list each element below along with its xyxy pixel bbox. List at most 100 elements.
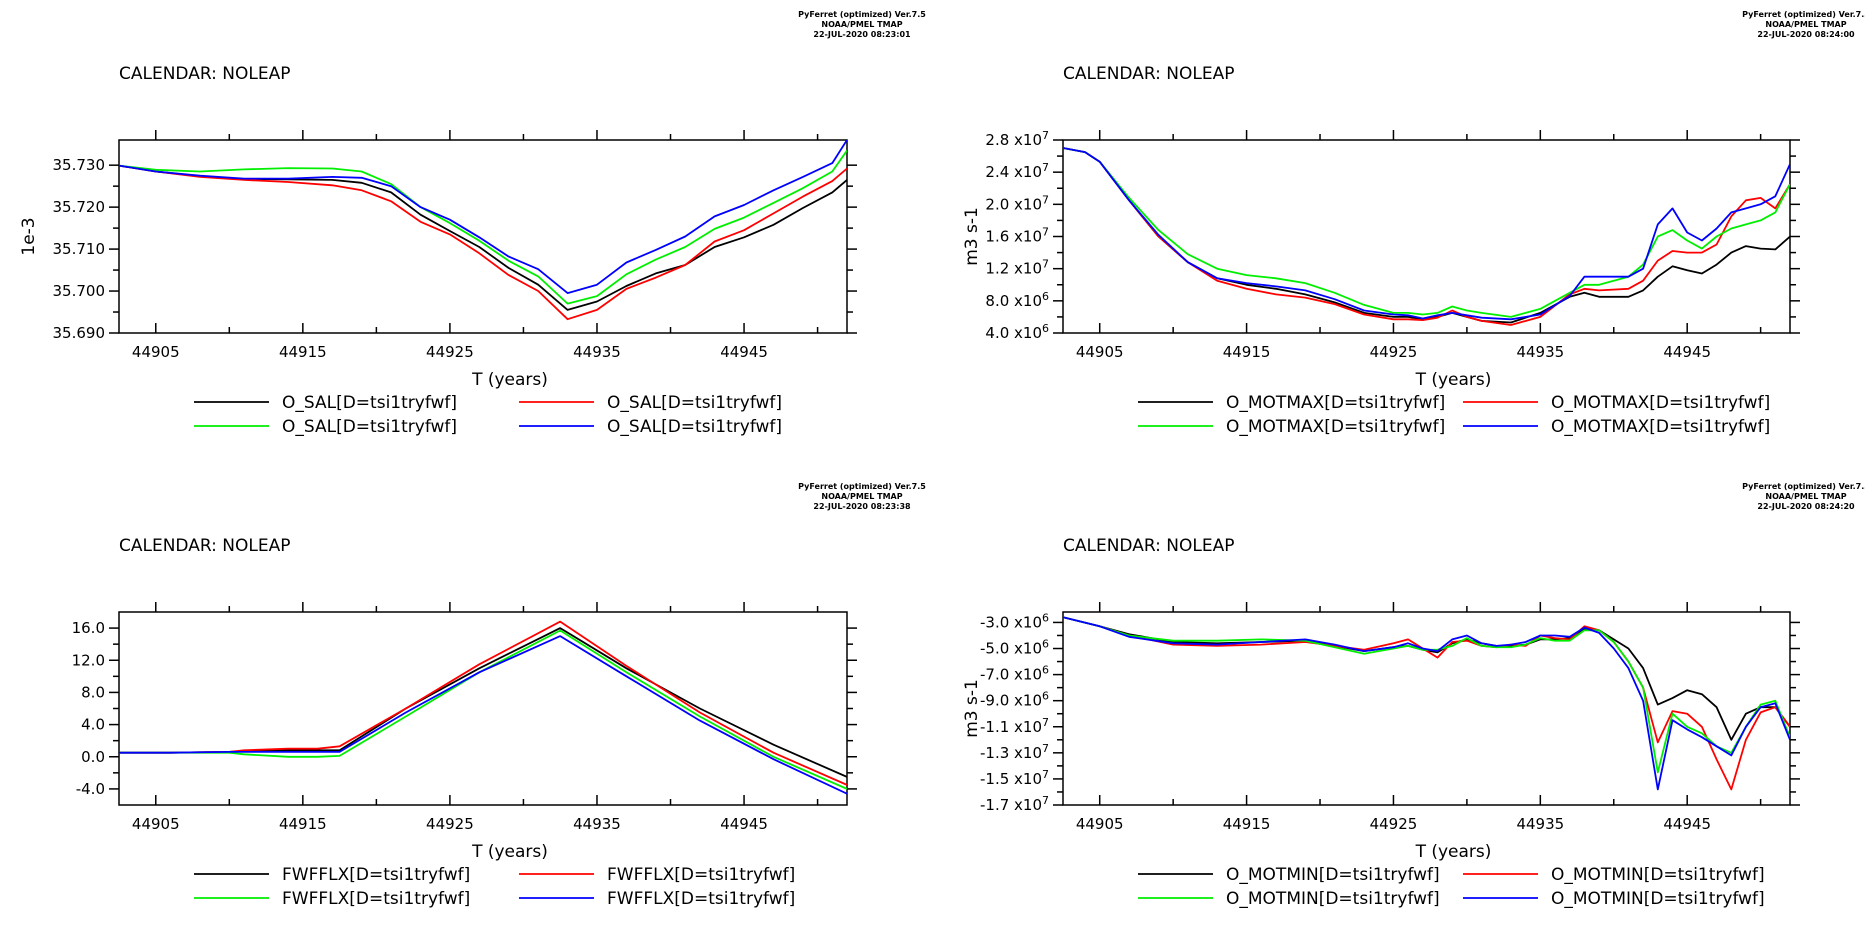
ferret-org-text: NOAA/PMEL TMAP — [821, 492, 902, 501]
y-tick-label: -7.0 x106 — [980, 664, 1049, 684]
series-line-4 — [119, 635, 847, 795]
y-tick-label: 35.690 — [53, 324, 106, 342]
x-tick-label: 44905 — [1076, 343, 1124, 361]
series-line-2 — [119, 620, 847, 786]
legend-label: FWFFLX[D=tsi1tryfwf] — [282, 889, 470, 909]
x-tick-label: 44925 — [1370, 815, 1418, 833]
x-tick-label: 44945 — [720, 343, 768, 361]
x-tick-label: 44915 — [1223, 343, 1271, 361]
x-axis-label: T (years) — [471, 370, 548, 390]
y-tick-label: -4.0 — [76, 780, 105, 798]
legend-label: O_MOTMAX[D=tsi1tryfwf] — [1551, 393, 1770, 413]
series-line-3 — [119, 629, 847, 790]
x-tick-label: 44915 — [279, 815, 327, 833]
calendar-label: CALENDAR: NOLEAP — [1063, 536, 1234, 556]
plot-frame — [118, 139, 848, 334]
legend-label: O_MOTMAX[D=tsi1tryfwf] — [1226, 393, 1445, 413]
x-tick-label: 44925 — [1370, 343, 1418, 361]
x-tick-label: 44915 — [279, 343, 327, 361]
calendar-label: CALENDAR: NOLEAP — [119, 536, 290, 556]
y-tick-label: 35.730 — [53, 156, 106, 174]
x-tick-label: 44945 — [1663, 815, 1711, 833]
y-tick-label: 2.8 x107 — [985, 129, 1049, 149]
y-axis-label: m3 s-1 — [962, 679, 982, 738]
legend-label: O_SAL[D=tsi1tryfwf] — [607, 417, 782, 437]
y-tick-label: -1.1 x107 — [980, 716, 1049, 736]
series-line-1 — [119, 164, 847, 311]
x-tick-label: 44945 — [1663, 343, 1711, 361]
series-line-4 — [1063, 147, 1790, 321]
x-axis-label: T (years) — [471, 842, 548, 862]
x-axis-label: T (years) — [1415, 370, 1492, 390]
x-tick-label: 44915 — [1223, 815, 1271, 833]
legend-label: O_MOTMIN[D=tsi1tryfwf] — [1226, 865, 1440, 885]
y-axis-label: 1e-3 — [19, 217, 39, 255]
x-tick-label: 44925 — [426, 343, 474, 361]
legend-label: O_MOTMIN[D=tsi1tryfwf] — [1551, 889, 1765, 909]
y-tick-label: -3.0 x106 — [980, 611, 1049, 631]
x-tick-label: 44945 — [720, 815, 768, 833]
y-tick-label: -5.0 x106 — [980, 638, 1049, 658]
y-tick-label: 2.4 x107 — [985, 161, 1049, 181]
y-tick-label: 35.710 — [53, 240, 106, 258]
ferret-org-text: NOAA/PMEL TMAP — [1765, 492, 1846, 501]
legend-label: FWFFLX[D=tsi1tryfwf] — [282, 865, 470, 885]
ferret-org-text: NOAA/PMEL TMAP — [1765, 20, 1846, 29]
legend-label: O_MOTMIN[D=tsi1tryfwf] — [1551, 865, 1765, 885]
y-tick-label: 35.700 — [53, 282, 106, 300]
x-tick-label: 44935 — [573, 815, 621, 833]
calendar-label: CALENDAR: NOLEAP — [119, 64, 290, 84]
legend-label: O_MOTMIN[D=tsi1tryfwf] — [1226, 889, 1440, 909]
series-line-2 — [1063, 147, 1790, 326]
y-tick-label: 8.0 x106 — [985, 290, 1049, 310]
plot-frame — [1062, 611, 1791, 806]
timestamp-text: 22-JUL-2020 08:24:00 — [1757, 30, 1855, 39]
timestamp-text: 22-JUL-2020 08:23:38 — [813, 502, 911, 511]
y-tick-label: -1.5 x107 — [980, 768, 1049, 788]
y-tick-label: 8.0 — [81, 683, 105, 701]
y-tick-label: 35.720 — [53, 198, 106, 216]
ferret-org-text: NOAA/PMEL TMAP — [821, 20, 902, 29]
y-tick-label: 4.0 x106 — [985, 322, 1049, 342]
series-line-4 — [119, 140, 847, 295]
ferret-version-text: PyFerret (optimized) Ver.7.5 — [1742, 10, 1865, 19]
series-line-3 — [1063, 147, 1790, 318]
y-tick-label: 1.2 x107 — [985, 258, 1049, 278]
ferret-version-text: PyFerret (optimized) Ver.7.5 — [798, 10, 926, 19]
y-tick-label: -1.7 x107 — [980, 794, 1049, 814]
y-tick-label: 12.0 — [72, 651, 105, 669]
x-tick-label: 44925 — [426, 815, 474, 833]
x-tick-label: 44905 — [1076, 815, 1124, 833]
x-tick-label: 44905 — [132, 815, 180, 833]
series-line-2 — [1063, 616, 1790, 791]
x-tick-label: 44935 — [1516, 343, 1564, 361]
timestamp-text: 22-JUL-2020 08:23:01 — [813, 30, 911, 39]
y-tick-label: 2.0 x107 — [985, 193, 1049, 213]
series-line-4 — [1063, 616, 1790, 791]
y-tick-label: 16.0 — [72, 619, 105, 637]
ferret-version-text: PyFerret (optimized) Ver.7.5 — [1742, 482, 1865, 491]
legend-label: FWFFLX[D=tsi1tryfwf] — [607, 865, 795, 885]
y-axis-label: m3 s-1 — [962, 207, 982, 266]
calendar-label: CALENDAR: NOLEAP — [1063, 64, 1234, 84]
y-tick-label: 0.0 — [81, 748, 105, 766]
x-axis-label: T (years) — [1415, 842, 1492, 862]
x-tick-label: 44905 — [132, 343, 180, 361]
x-tick-label: 44935 — [1516, 815, 1564, 833]
legend-label: O_SAL[D=tsi1tryfwf] — [282, 417, 457, 437]
legend-label: O_SAL[D=tsi1tryfwf] — [282, 393, 457, 413]
legend-label: FWFFLX[D=tsi1tryfwf] — [607, 889, 795, 909]
timestamp-text: 22-JUL-2020 08:24:20 — [1757, 502, 1855, 511]
y-tick-label: -9.0 x106 — [980, 690, 1049, 710]
legend-label: O_MOTMAX[D=tsi1tryfwf] — [1226, 417, 1445, 437]
legend-label: O_MOTMAX[D=tsi1tryfwf] — [1551, 417, 1770, 437]
plot-frame — [118, 611, 848, 806]
x-tick-label: 44935 — [573, 343, 621, 361]
series-line-3 — [119, 149, 847, 305]
legend-label: O_SAL[D=tsi1tryfwf] — [607, 393, 782, 413]
series-line-1 — [119, 627, 847, 778]
